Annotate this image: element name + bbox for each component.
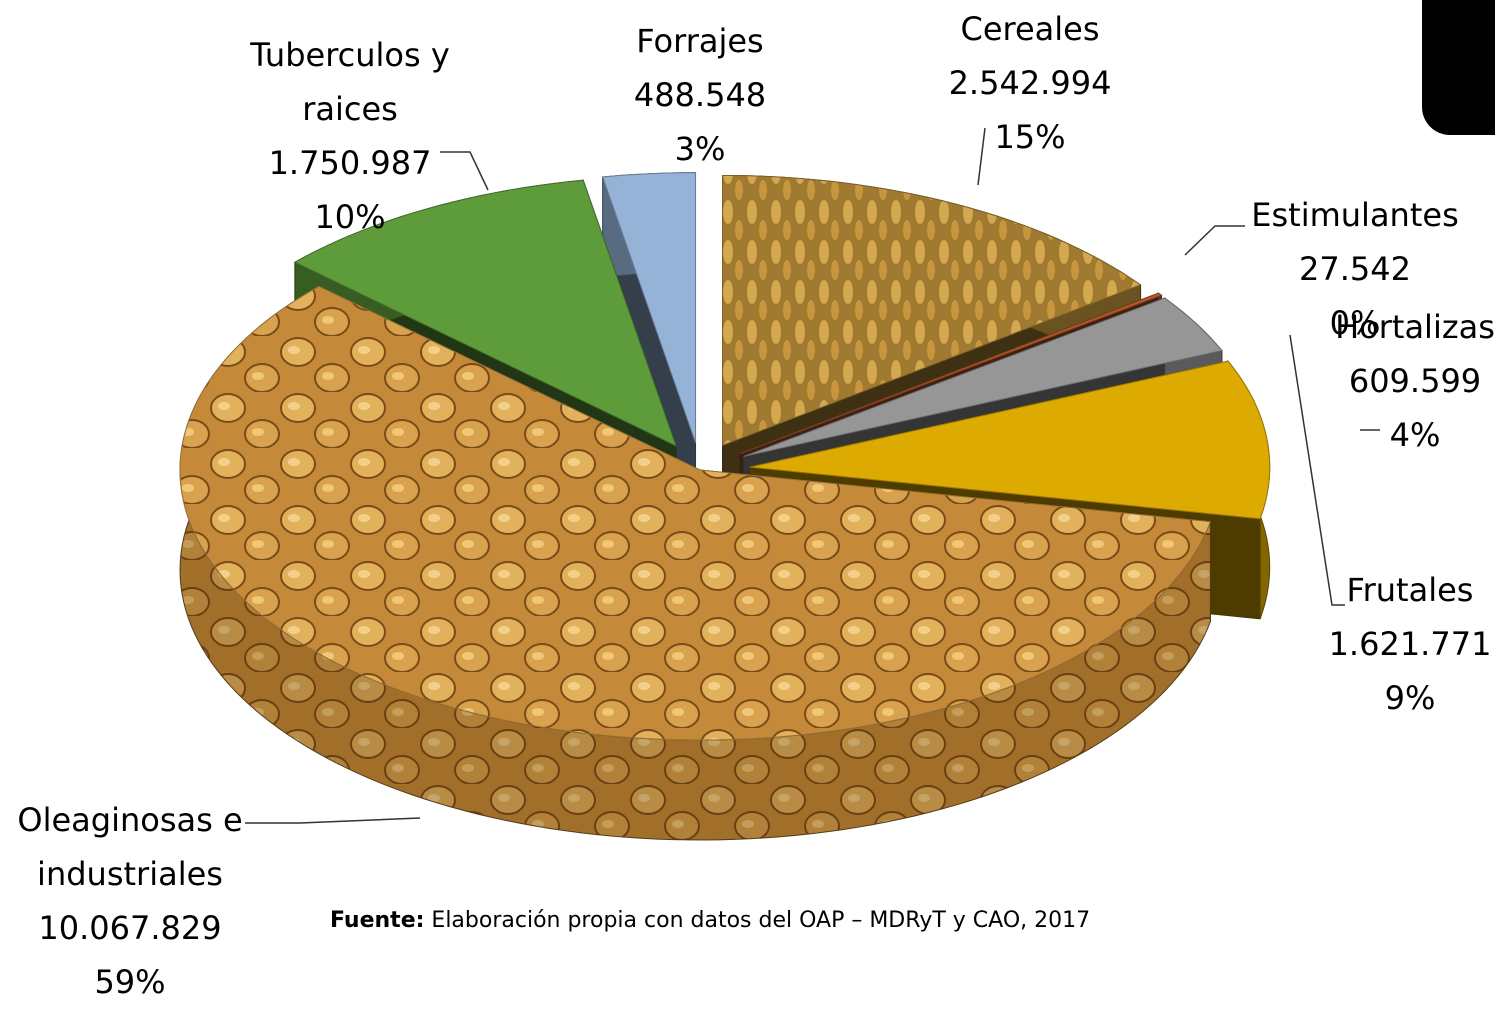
category-label: Tuberculos y raices <box>220 28 480 136</box>
source-text: Elaboración propia con datos del OAP – M… <box>431 908 1090 933</box>
data-label: Frutales 1.621.771 9% <box>1325 563 1495 725</box>
category-label: Oleaginosas e industriales <box>0 793 260 901</box>
category-label: Frutales <box>1325 563 1495 617</box>
value-label: 1.750.987 <box>220 136 480 190</box>
category-label: Cereales <box>880 2 1180 56</box>
value-label: 488.548 <box>590 68 810 122</box>
source-label: Fuente: <box>330 908 424 933</box>
percent-label: 59% <box>0 955 260 1009</box>
pie <box>180 173 1270 840</box>
source-note: Fuente: Elaboración propia con datos del… <box>330 908 1090 933</box>
value-label: 609.599 <box>1330 354 1495 408</box>
percent-label: 10% <box>220 190 480 244</box>
data-label: Tuberculos y raices 1.750.987 10% <box>220 28 480 244</box>
value-label: 27.542 <box>1220 242 1490 296</box>
value-label: 10.067.829 <box>0 901 260 955</box>
page: {"chart_data": {"type": "pie3d", "catego… <box>0 0 1495 967</box>
data-label: Cereales 2.542.994 15% <box>880 2 1180 164</box>
data-label: Forrajes 488.548 3% <box>590 14 810 176</box>
percent-label: 3% <box>590 122 810 176</box>
data-label: Hortalizas 609.599 4% <box>1330 300 1495 462</box>
category-label: Forrajes <box>590 14 810 68</box>
data-label: Oleaginosas e industriales 10.067.829 59… <box>0 793 260 1009</box>
percent-label: 9% <box>1325 671 1495 725</box>
value-label: 2.542.994 <box>880 56 1180 110</box>
corner-box <box>1422 0 1495 135</box>
percent-label: 15% <box>880 110 1180 164</box>
percent-label: 4% <box>1330 408 1495 462</box>
category-label: Estimulantes <box>1220 188 1490 242</box>
category-label: Hortalizas <box>1330 300 1495 354</box>
value-label: 1.621.771 <box>1325 617 1495 671</box>
